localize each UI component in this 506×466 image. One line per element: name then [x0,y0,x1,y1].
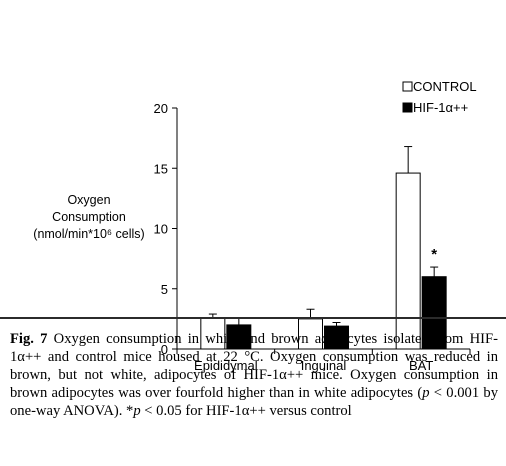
legend-swatch [402,81,413,92]
y-axis-label: Oxygen Consumption (nmol/min*10⁶ cells) [33,193,144,241]
caption-text-1: Oxygen consumption in white and brown ad… [10,331,498,401]
legend-label: CONTROL [413,79,477,94]
x-tick-label: BAT [409,358,433,373]
legend: CONTROL HIF-1α++ [402,79,477,115]
legend-swatch [402,102,413,113]
y-tick-label: 15 [154,161,168,176]
legend-label: HIF-1α++ [413,100,468,115]
x-tick-label: Inguinal [301,358,347,373]
x-tick-label: Epididymal [194,358,258,373]
caption-p-symbol: p [422,385,430,401]
bar-hif-bat [421,276,447,350]
y-label-line: Consumption [52,210,126,224]
figure-label: Fig. 7 [10,331,48,347]
figure-caption: Fig. 7 Oxygen consumption in white and b… [10,330,498,420]
significance-star: * [431,246,437,263]
y-tick-label: 20 [154,101,168,116]
bars [200,172,447,350]
caption-text-3: < 0.05 for HIF-1α++ versus control [140,403,352,419]
bar-control-bat [395,172,421,350]
y-label-line: (nmol/min*10⁶ cells) [33,227,144,241]
caption-text-2: < 0.001 by one-way ANOVA). * [10,385,498,419]
x-axis: Epididymal Inguinal BAT [176,348,471,373]
y-tick-label: 5 [161,282,168,297]
caption-divider [0,317,506,319]
y-tick-label: 0 [161,342,168,357]
y-label-line: Oxygen [67,193,110,207]
caption-p-symbol-2: p [133,403,141,419]
bar-hif-epididymal [226,324,252,350]
annotations: * [431,246,437,263]
y-tick-label: 10 [154,222,168,237]
y-axis: 0 5 10 15 20 [154,101,178,357]
